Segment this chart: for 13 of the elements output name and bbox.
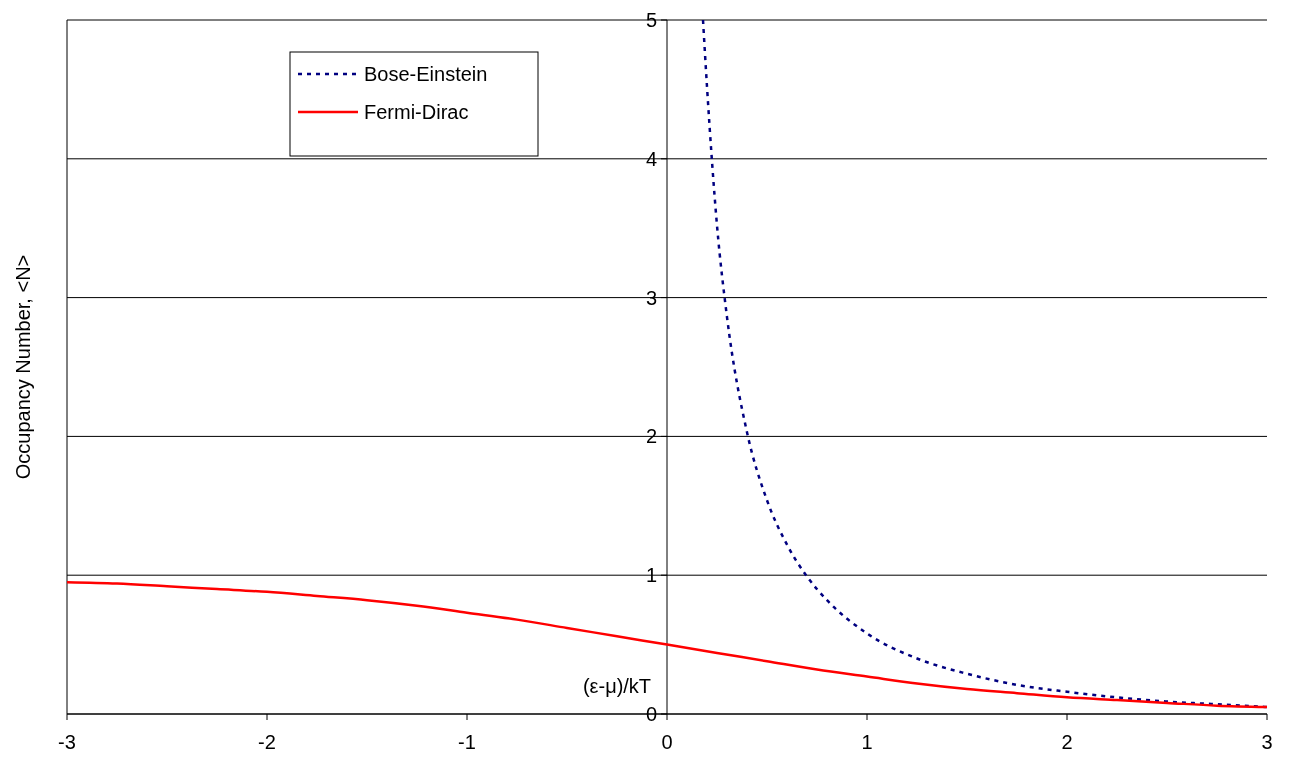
x-tick-label: -3	[58, 731, 76, 753]
line-series	[65, 580, 1269, 709]
x-tick-label: 2	[1061, 731, 1073, 753]
x-tick-label: -1	[458, 731, 476, 753]
x-tick-label: 1	[861, 731, 873, 753]
legend-label: Fermi-Dirac	[364, 101, 469, 123]
x-tick-label: -2	[258, 731, 276, 753]
x-axis-title: (ε-μ)/kT	[582, 675, 652, 698]
legend-label: Bose-Einstein	[364, 63, 488, 85]
y-tick-label: 5	[645, 9, 657, 31]
y-axis-title: Occupancy Number, <N>	[12, 254, 34, 480]
x-tick-label: 0	[661, 731, 673, 753]
x-tick-label: 3	[1261, 731, 1273, 753]
